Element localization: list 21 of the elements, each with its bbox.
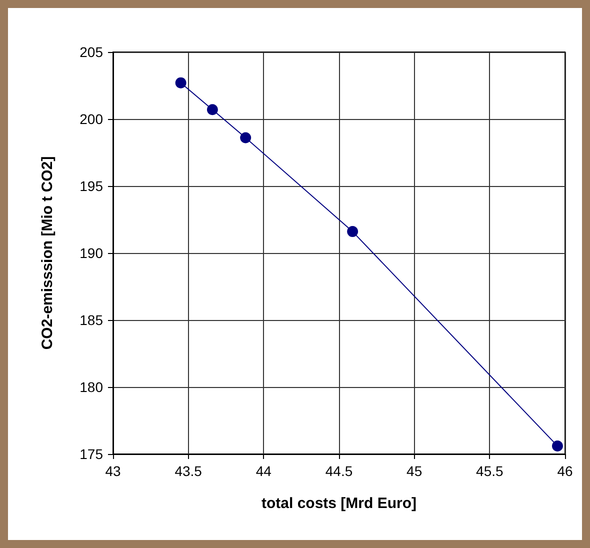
x-tick-label: 43 (105, 463, 121, 479)
point (552, 440, 563, 452)
point (206, 104, 218, 116)
y-axis-title: CO2-emisssion [Mio t CO2] (39, 156, 56, 350)
x-tick-label: 45.5 (476, 463, 504, 479)
x-tick-label: 44 (256, 463, 272, 479)
x-axis-title: total costs [Mrd Euro] (261, 495, 417, 512)
x-tick-label: 43.5 (174, 463, 202, 479)
x-tick-label: 45 (406, 463, 422, 479)
y-tick-label: 175 (80, 446, 104, 462)
y-tick-label: 195 (80, 178, 104, 194)
y-tick-label: 185 (80, 312, 104, 328)
x-tick-label: 44.5 (325, 463, 353, 479)
y-tick-label: 205 (80, 44, 104, 60)
y-tick-label: 180 (80, 379, 104, 395)
x-tick-label: 46 (557, 463, 573, 479)
point (347, 226, 358, 238)
point (240, 132, 252, 144)
point (175, 77, 186, 88)
y-tick-label: 190 (80, 245, 104, 261)
y-tick-label: 200 (80, 111, 104, 127)
